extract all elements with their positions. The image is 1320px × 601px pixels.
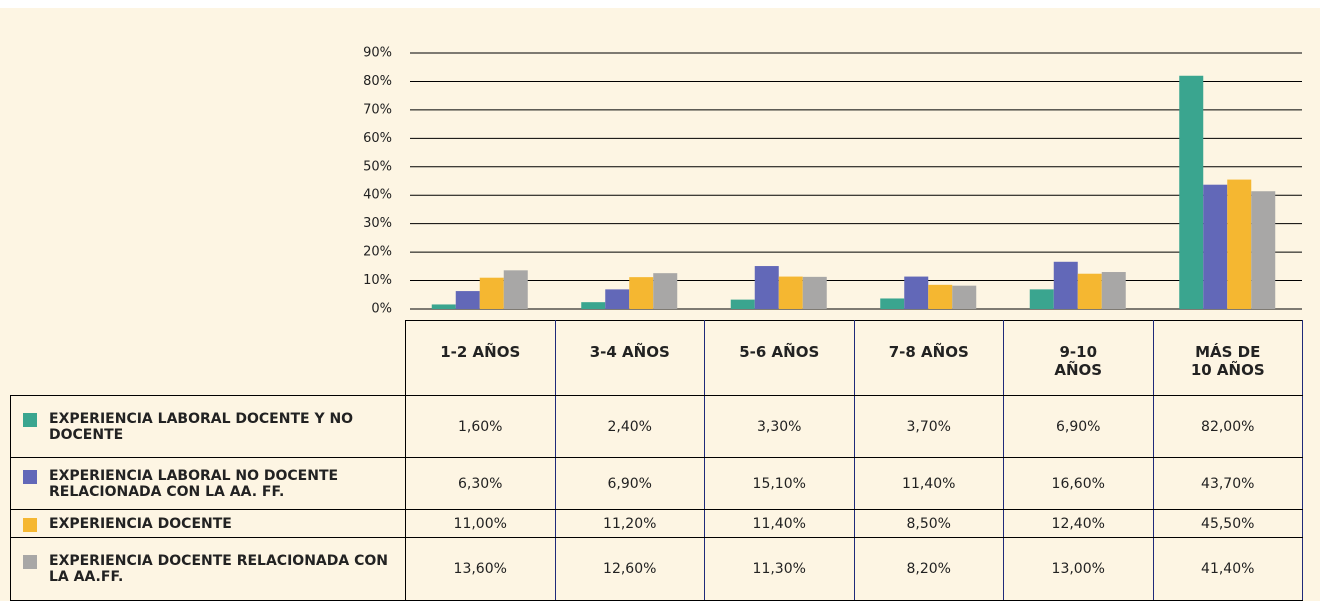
legend-swatch bbox=[23, 412, 37, 427]
legend-cell: EXPERIENCIA LABORAL DOCENTE Y NO DOCENTE bbox=[10, 395, 406, 458]
value-cell: 11,40% bbox=[704, 509, 855, 538]
category-header: 1-2 AÑOS bbox=[405, 320, 556, 396]
top-strip bbox=[0, 0, 1320, 8]
bar bbox=[1251, 191, 1276, 309]
legend-label: EXPERIENCIA LABORAL DOCENTE Y NO DOCENTE bbox=[49, 410, 354, 443]
bar bbox=[431, 304, 456, 309]
y-tick-label: 0% bbox=[371, 302, 392, 317]
bar bbox=[730, 299, 755, 309]
value-cell: 41,40% bbox=[1152, 537, 1303, 601]
value-cell: 16,60% bbox=[1003, 457, 1154, 510]
bar bbox=[581, 302, 606, 309]
bar bbox=[802, 276, 827, 309]
value-cell: 6,90% bbox=[1003, 395, 1154, 458]
bar bbox=[1101, 272, 1126, 309]
bar bbox=[904, 276, 929, 309]
series-row: EXPERIENCIA LABORAL NO DOCENTE RELACIONA… bbox=[10, 457, 1303, 510]
series-row: EXPERIENCIA LABORAL DOCENTE Y NO DOCENTE… bbox=[10, 395, 1303, 458]
value-cell: 12,60% bbox=[554, 537, 705, 601]
legend-swatch bbox=[23, 517, 37, 532]
bar bbox=[778, 276, 803, 309]
legend-label: EXPERIENCIA DOCENTE bbox=[49, 515, 232, 532]
blank-cell bbox=[10, 320, 406, 396]
series-row: EXPERIENCIA DOCENTE RELACIONADA CON LA A… bbox=[10, 537, 1303, 601]
category-header: 5-6 AÑOS bbox=[704, 320, 855, 396]
category-header: 3-4 AÑOS bbox=[554, 320, 705, 396]
category-header: 9-10 AÑOS bbox=[1003, 320, 1154, 396]
legend-label: EXPERIENCIA DOCENTE RELACIONADA CON LA A… bbox=[49, 553, 388, 585]
bar bbox=[880, 298, 905, 309]
bar bbox=[629, 277, 654, 309]
value-cell: 3,70% bbox=[853, 395, 1004, 458]
bar bbox=[653, 273, 678, 309]
value-cell: 82,00% bbox=[1152, 395, 1303, 458]
value-cell: 11,30% bbox=[704, 537, 855, 601]
value-cell: 8,20% bbox=[853, 537, 1004, 601]
category-header: 7-8 AÑOS bbox=[853, 320, 1004, 396]
bar bbox=[1227, 179, 1252, 309]
value-cell: 6,30% bbox=[405, 457, 556, 510]
legend-label: EXPERIENCIA LABORAL NO DOCENTE RELACIONA… bbox=[49, 467, 339, 500]
bar bbox=[1053, 261, 1078, 309]
data-table: 1-2 AÑOS 3-4 AÑOS 5-6 AÑOS 7-8 AÑOS 9-10 AÑO… bbox=[10, 320, 1303, 601]
bar bbox=[1029, 289, 1054, 309]
value-cell: 15,10% bbox=[704, 457, 855, 510]
bar bbox=[952, 285, 977, 309]
y-tick-label: 40% bbox=[363, 188, 392, 203]
value-cell: 6,90% bbox=[554, 457, 705, 510]
bar bbox=[928, 284, 953, 309]
y-tick-label: 90% bbox=[363, 46, 392, 61]
legend-swatch bbox=[23, 469, 37, 484]
value-cell: 11,20% bbox=[554, 509, 705, 538]
value-cell: 3,30% bbox=[704, 395, 855, 458]
series-row: EXPERIENCIA DOCENTE 11,00% 11,20% 11,40% 8,5… bbox=[10, 509, 1303, 538]
y-tick-label: 50% bbox=[363, 159, 392, 174]
y-tick-label: 20% bbox=[363, 245, 392, 260]
header-row: 1-2 AÑOS 3-4 AÑOS 5-6 AÑOS 7-8 AÑOS 9-10 AÑO… bbox=[10, 320, 1303, 396]
value-cell: 11,00% bbox=[405, 509, 556, 538]
legend-swatch bbox=[23, 555, 37, 569]
legend-cell: EXPERIENCIA DOCENTE bbox=[10, 509, 406, 538]
value-cell: 1,60% bbox=[405, 395, 556, 458]
y-tick-label: 60% bbox=[363, 131, 392, 146]
bar bbox=[1077, 273, 1102, 309]
legend-cell: EXPERIENCIA DOCENTE RELACIONADA CON LA A… bbox=[10, 537, 406, 601]
value-cell: 11,40% bbox=[853, 457, 1004, 510]
bar bbox=[1203, 184, 1228, 309]
value-cell: 8,50% bbox=[853, 509, 1004, 538]
bar bbox=[455, 291, 480, 309]
value-cell: 13,60% bbox=[405, 537, 556, 601]
bar bbox=[1179, 75, 1204, 309]
chart: 0% 10% 20% 30% 40% 50% 60% 70% 80% 90% bbox=[363, 46, 1302, 317]
bar bbox=[605, 289, 630, 309]
y-tick-label: 10% bbox=[363, 273, 392, 288]
value-cell: 45,50% bbox=[1152, 509, 1303, 538]
y-tick-label: 30% bbox=[363, 216, 392, 231]
bar bbox=[503, 270, 528, 309]
category-header: MÁS DE 10 AÑOS bbox=[1152, 320, 1303, 396]
value-cell: 43,70% bbox=[1152, 457, 1303, 510]
value-cell: 2,40% bbox=[554, 395, 705, 458]
value-cell: 12,40% bbox=[1003, 509, 1154, 538]
y-tick-label: 80% bbox=[363, 74, 392, 89]
value-cell: 13,00% bbox=[1003, 537, 1154, 601]
bar bbox=[754, 266, 779, 309]
bar bbox=[479, 277, 504, 309]
legend-cell: EXPERIENCIA LABORAL NO DOCENTE RELACIONA… bbox=[10, 457, 406, 510]
y-tick-label: 70% bbox=[363, 102, 392, 117]
